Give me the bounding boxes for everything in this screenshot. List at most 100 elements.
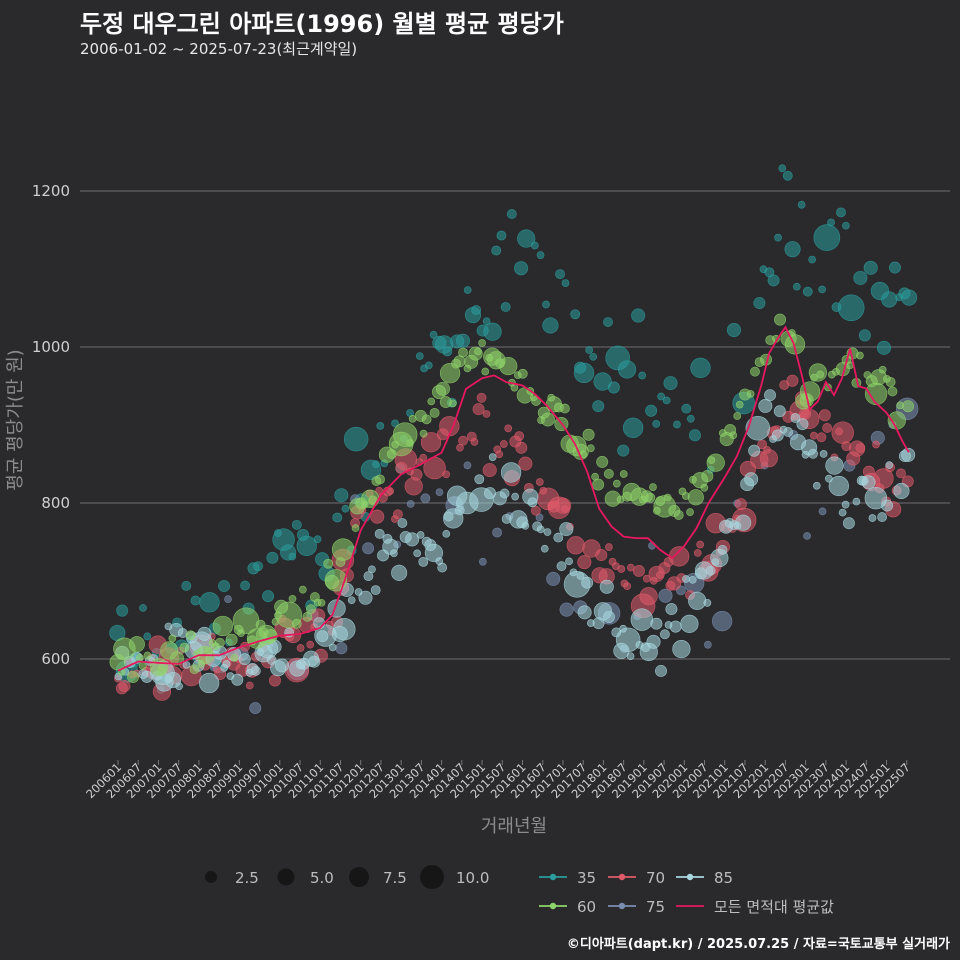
point-70 (816, 432, 827, 443)
point-70 (245, 681, 254, 690)
point-35 (424, 361, 433, 370)
point-75 (249, 702, 262, 715)
point-60 (429, 407, 440, 418)
point-35 (592, 400, 605, 413)
point-85 (358, 590, 373, 605)
point-85 (231, 673, 244, 686)
point-35 (334, 488, 349, 503)
point-85 (745, 415, 771, 441)
point-60 (170, 651, 185, 666)
point-85 (901, 447, 916, 462)
point-85 (838, 508, 847, 517)
point-60 (887, 386, 898, 397)
point-60 (288, 594, 297, 603)
point-70 (693, 549, 702, 557)
point-70 (410, 468, 423, 481)
point-35 (681, 403, 692, 414)
point-75 (224, 595, 232, 603)
point-35 (617, 444, 630, 457)
point-85 (881, 499, 894, 512)
point-35 (607, 381, 620, 394)
point-85 (773, 405, 786, 418)
point-35 (573, 362, 595, 384)
point-70 (370, 509, 385, 524)
point-85 (374, 528, 385, 539)
point-75 (435, 488, 444, 497)
point-70 (472, 403, 485, 416)
point-60 (733, 412, 742, 420)
point-70 (268, 674, 281, 687)
point-60 (143, 651, 152, 660)
point-85 (665, 603, 678, 616)
point-35 (589, 352, 598, 361)
point-35 (139, 604, 147, 612)
point-35 (631, 308, 646, 323)
point-85 (390, 549, 398, 558)
point-75 (704, 640, 712, 649)
point-70 (530, 505, 541, 516)
point-85 (368, 565, 376, 574)
point-85 (397, 518, 408, 528)
point-35 (570, 309, 581, 320)
point-70 (818, 409, 831, 422)
point-60 (138, 662, 147, 670)
average-line-path (117, 325, 910, 672)
point-85 (655, 665, 667, 677)
point-35 (881, 291, 898, 308)
point-35 (593, 372, 612, 391)
point-85 (819, 450, 828, 458)
point-85 (868, 514, 877, 522)
point-60 (619, 470, 628, 478)
point-70 (623, 582, 631, 591)
point-85 (688, 575, 697, 584)
point-60 (586, 444, 595, 453)
point-85 (391, 564, 408, 581)
point-60 (185, 630, 196, 641)
point-35 (530, 241, 539, 250)
scatter-points (109, 164, 919, 715)
point-35 (797, 200, 806, 209)
point-60 (306, 604, 316, 615)
point-85 (437, 562, 448, 573)
point-75 (803, 532, 811, 540)
point-35 (542, 300, 550, 309)
point-85 (328, 643, 337, 652)
point-85 (274, 658, 289, 673)
point-75 (335, 642, 348, 655)
point-85 (669, 620, 682, 633)
point-35 (645, 404, 658, 417)
footer-credit: ©디아파트(dapt.kr) / 2025.07.25 / 자료=국토교통부 실… (566, 937, 950, 952)
point-85 (347, 596, 356, 605)
point-75 (658, 588, 673, 603)
point-85 (543, 528, 552, 536)
point-85 (864, 486, 888, 510)
size-legend-dot (420, 865, 444, 889)
point-70 (499, 440, 508, 448)
point-70 (306, 640, 315, 649)
point-35 (199, 592, 220, 613)
point-75 (463, 461, 472, 470)
point-70 (668, 546, 690, 567)
point-85 (764, 389, 776, 402)
legend-label: 60 (577, 898, 596, 916)
point-35 (143, 632, 152, 641)
point-35 (218, 580, 231, 592)
point-35 (561, 279, 570, 287)
point-85 (175, 682, 183, 691)
point-60 (481, 367, 490, 376)
point-70 (759, 449, 778, 468)
point-60 (750, 366, 760, 377)
point-85 (717, 544, 728, 555)
point-70 (566, 536, 585, 555)
point-60 (473, 347, 482, 356)
point-35 (585, 346, 594, 354)
point-85 (771, 429, 784, 442)
legend-swatch-dot (686, 873, 694, 881)
point-70 (514, 431, 525, 442)
point-85 (603, 611, 615, 623)
point-70 (476, 392, 487, 403)
point-85 (735, 514, 752, 531)
point-60 (540, 412, 555, 427)
legend-swatch-dot (549, 873, 557, 881)
size-legend-dot (277, 868, 295, 886)
